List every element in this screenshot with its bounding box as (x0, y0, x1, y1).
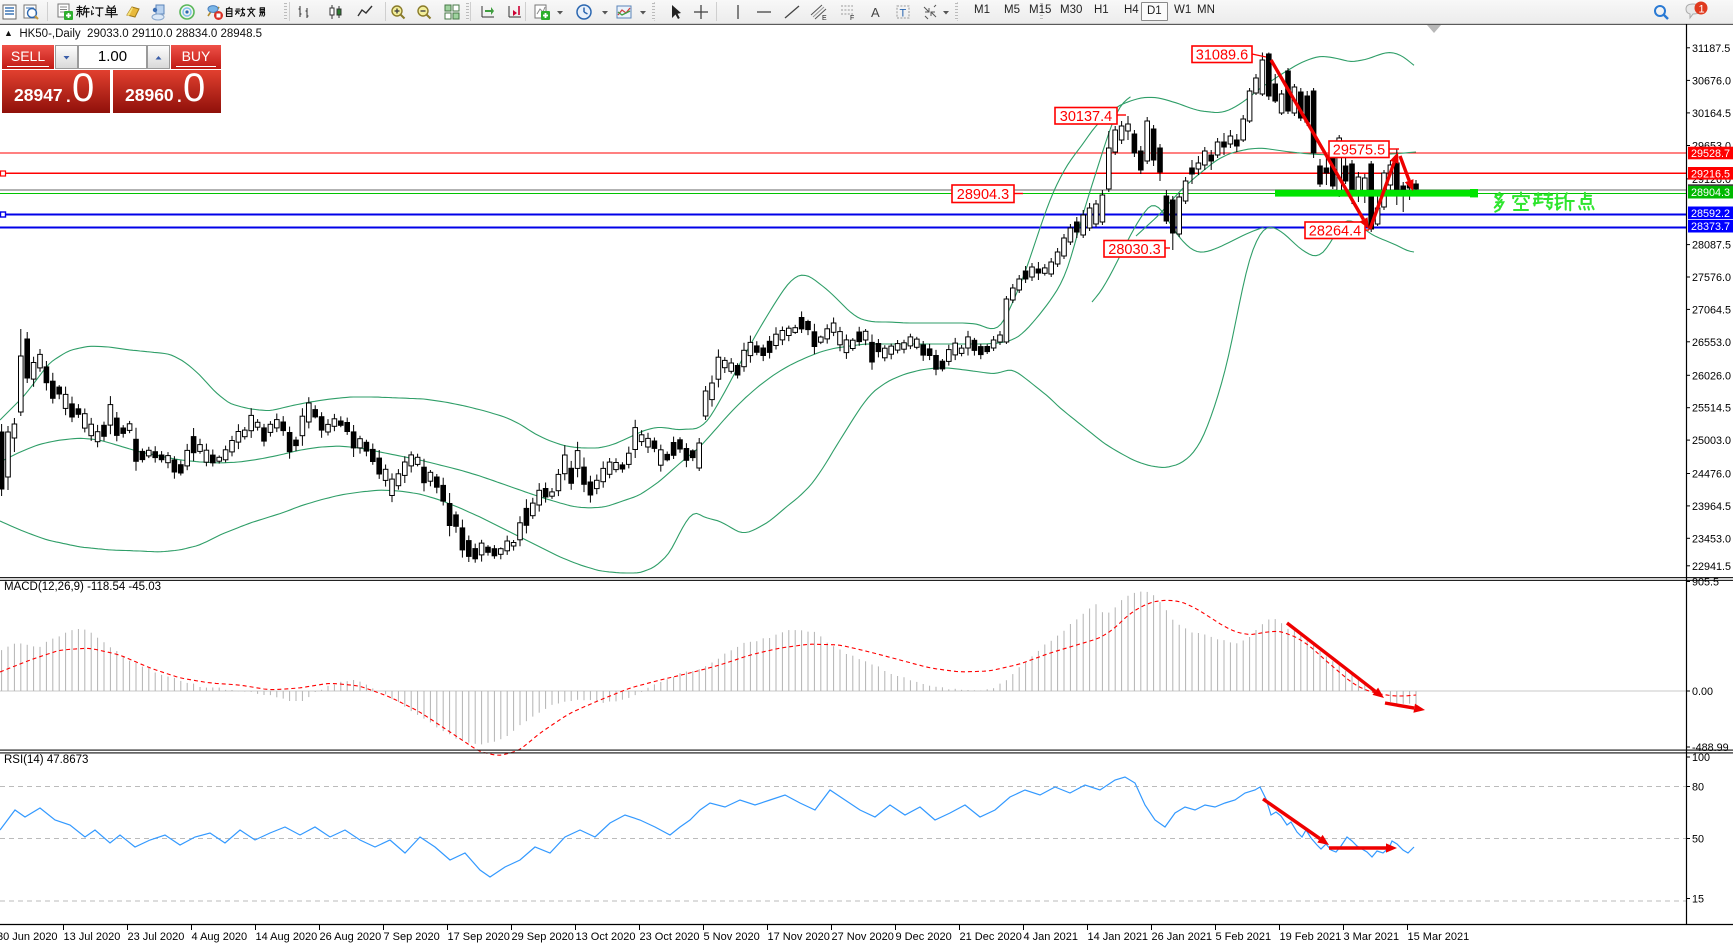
svg-text:21 Dec 2020: 21 Dec 2020 (960, 931, 1022, 943)
svg-text:14 Jan 2021: 14 Jan 2021 (1088, 931, 1149, 943)
svg-text:29575.5: 29575.5 (1333, 142, 1385, 158)
svg-text:30676.0: 30676.0 (1692, 75, 1731, 87)
svg-text:25514.5: 25514.5 (1692, 403, 1731, 415)
svg-text:26553.0: 26553.0 (1692, 337, 1731, 349)
svg-text:4 Jan 2021: 4 Jan 2021 (1024, 931, 1078, 943)
svg-text:30 Jun 2020: 30 Jun 2020 (0, 931, 58, 943)
svg-text:1: 1 (1699, 4, 1705, 16)
svg-text:24476.0: 24476.0 (1692, 469, 1731, 481)
svg-text:27576.0: 27576.0 (1692, 272, 1731, 284)
svg-text:17 Sep 2020: 17 Sep 2020 (448, 931, 510, 943)
svg-text:4 Aug 2020: 4 Aug 2020 (192, 931, 248, 943)
svg-text:23964.5: 23964.5 (1692, 501, 1731, 513)
svg-text:28373.7: 28373.7 (1691, 221, 1730, 233)
svg-text:29528.7: 29528.7 (1691, 148, 1730, 160)
svg-text:E: E (822, 15, 827, 21)
svg-text:26026.0: 26026.0 (1692, 370, 1731, 382)
svg-text:RSI(14) 47.8673: RSI(14) 47.8673 (4, 754, 88, 766)
svg-text:31187.5: 31187.5 (1692, 43, 1730, 55)
svg-text:31089.6: 31089.6 (1196, 47, 1248, 63)
svg-text:28264.4: 28264.4 (1309, 223, 1361, 239)
svg-text:0.00: 0.00 (1692, 686, 1713, 698)
svg-text:29216.5: 29216.5 (1691, 168, 1730, 180)
svg-text:15: 15 (1692, 894, 1704, 906)
svg-text:13 Oct 2020: 13 Oct 2020 (576, 931, 636, 943)
svg-text:15 Mar 2021: 15 Mar 2021 (1408, 931, 1470, 943)
svg-text:3 Mar 2021: 3 Mar 2021 (1344, 931, 1400, 943)
svg-text:23 Oct 2020: 23 Oct 2020 (640, 931, 700, 943)
svg-text:28087.5: 28087.5 (1692, 240, 1731, 252)
svg-text:27 Nov 2020: 27 Nov 2020 (832, 931, 894, 943)
svg-text:28592.2: 28592.2 (1691, 208, 1730, 220)
svg-text:-488.99: -488.99 (1692, 742, 1729, 754)
svg-text:14 Aug 2020: 14 Aug 2020 (256, 931, 318, 943)
svg-text:T: T (900, 8, 907, 20)
svg-text:30137.4: 30137.4 (1060, 109, 1112, 125)
svg-text:28904.3: 28904.3 (957, 187, 1009, 203)
svg-text:28904.3: 28904.3 (1691, 187, 1730, 199)
svg-text:80: 80 (1692, 782, 1704, 794)
svg-text:22941.5: 22941.5 (1692, 561, 1731, 573)
svg-text:23 Jul 2020: 23 Jul 2020 (128, 931, 185, 943)
svg-text:100: 100 (1692, 752, 1710, 764)
svg-text:25003.0: 25003.0 (1692, 435, 1731, 447)
svg-text:7 Sep 2020: 7 Sep 2020 (384, 931, 440, 943)
svg-text:5 Feb 2021: 5 Feb 2021 (1216, 931, 1272, 943)
svg-text:905.5: 905.5 (1692, 577, 1719, 589)
svg-text:17 Nov 2020: 17 Nov 2020 (768, 931, 830, 943)
svg-text:9 Dec 2020: 9 Dec 2020 (896, 931, 952, 943)
svg-text:5 Nov 2020: 5 Nov 2020 (704, 931, 760, 943)
svg-text:30164.5: 30164.5 (1692, 108, 1731, 120)
svg-text:MACD(12,26,9) -118.54 -45.03: MACD(12,26,9) -118.54 -45.03 (4, 581, 161, 593)
svg-text:19 Feb 2021: 19 Feb 2021 (1280, 931, 1342, 943)
svg-text:50: 50 (1692, 834, 1704, 846)
svg-text:F: F (850, 15, 854, 21)
svg-text:26 Jan 2021: 26 Jan 2021 (1152, 931, 1213, 943)
svg-text:26 Aug 2020: 26 Aug 2020 (320, 931, 382, 943)
svg-text:28030.3: 28030.3 (1108, 242, 1160, 258)
svg-text:A: A (871, 5, 880, 20)
svg-text:23453.0: 23453.0 (1692, 533, 1731, 545)
svg-text:29 Sep 2020: 29 Sep 2020 (512, 931, 574, 943)
svg-text:27064.5: 27064.5 (1692, 304, 1731, 316)
svg-text:13 Jul 2020: 13 Jul 2020 (64, 931, 121, 943)
